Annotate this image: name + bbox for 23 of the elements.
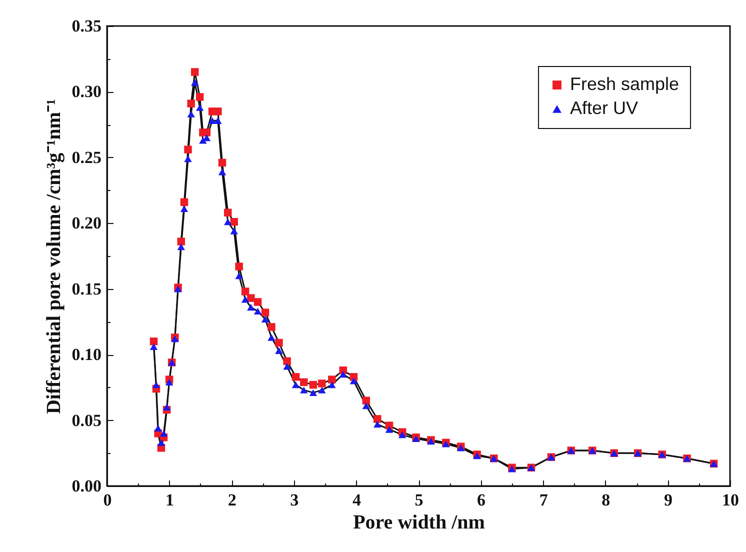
x-tick-label: 7 — [539, 490, 548, 510]
x-tick-label: 5 — [414, 490, 424, 510]
y-tick-label: 0.20 — [72, 214, 102, 233]
x-tick-label: 4 — [352, 490, 362, 510]
x-axis-title: Pore width /nm — [353, 512, 486, 534]
x-tick-label: 10 — [722, 490, 739, 510]
y-tick-label: 0.10 — [72, 345, 102, 364]
y-tick-label: 0.25 — [72, 148, 102, 167]
x-tick-label: 1 — [166, 490, 174, 510]
legend-label: Fresh sample — [570, 74, 680, 94]
x-tick-label: 3 — [290, 490, 299, 510]
y-tick-label: 0.00 — [72, 476, 102, 496]
y-tick-label: 0.05 — [72, 410, 102, 430]
y-tick-label: 0.30 — [72, 82, 102, 102]
y-axis-title: Differential pore volume /cm³g⁻¹nm⁻¹ — [42, 98, 65, 414]
x-tick-label: 0 — [103, 490, 112, 510]
legend-label: After UV — [570, 98, 638, 118]
x-tick-label: 2 — [228, 490, 236, 510]
x-tick-label: 8 — [602, 490, 610, 510]
y-tick-label: 0.15 — [72, 279, 102, 298]
x-tick-label: 9 — [664, 490, 672, 510]
x-tick-label: 6 — [477, 490, 486, 510]
y-tick-label: 0.35 — [72, 16, 102, 36]
